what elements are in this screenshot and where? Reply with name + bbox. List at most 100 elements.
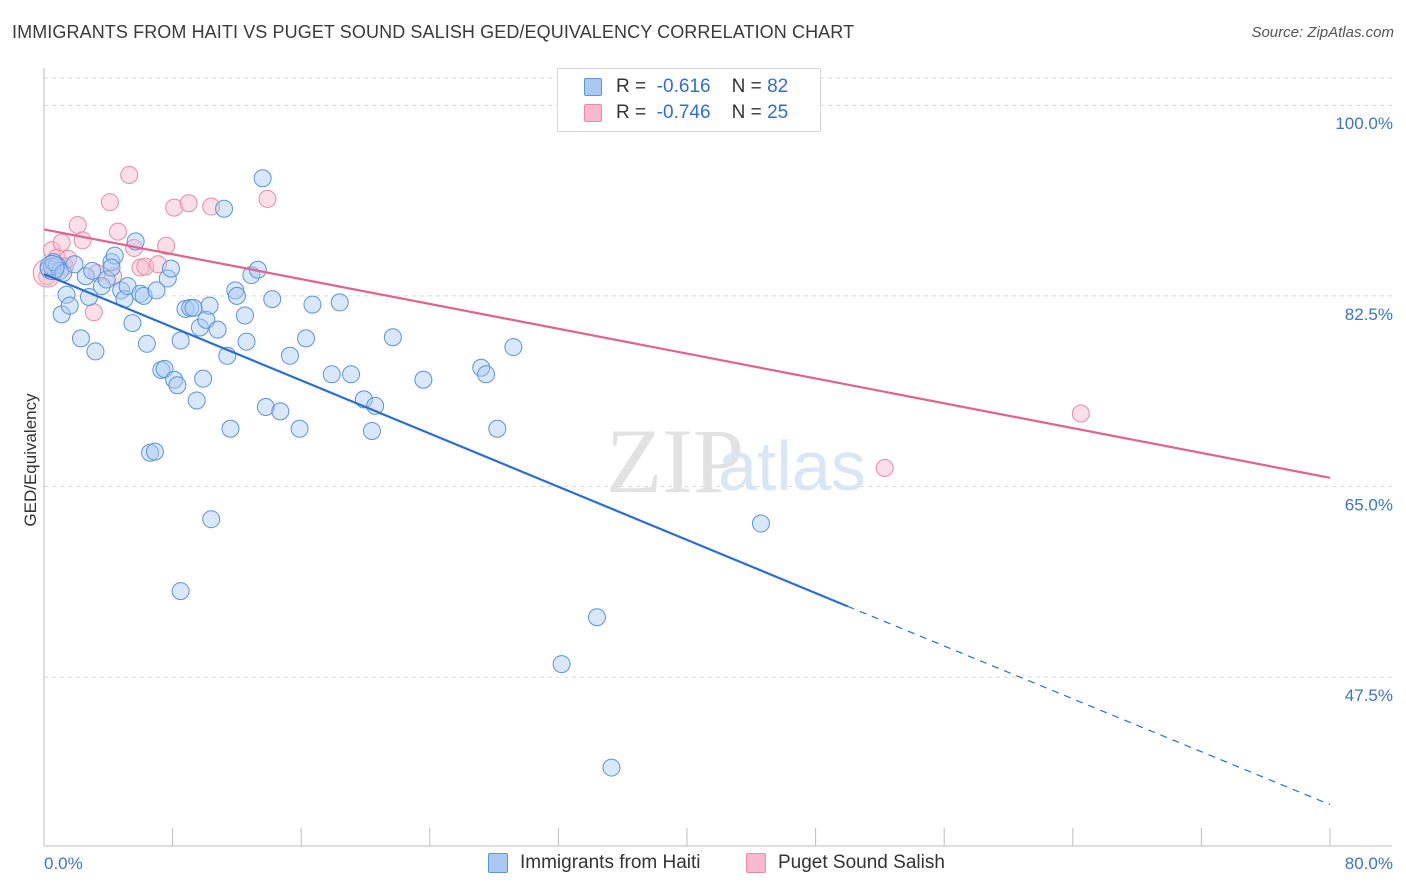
data-point-haiti — [184, 298, 203, 317]
data-point-salish — [165, 198, 184, 217]
data-point-haiti — [504, 338, 523, 357]
data-point-haiti — [602, 758, 621, 777]
data-point-haiti — [123, 314, 142, 333]
data-point-haiti — [147, 281, 166, 300]
data-point-haiti — [86, 342, 105, 361]
data-point-haiti — [158, 269, 177, 288]
data-point-salish — [52, 233, 71, 252]
data-point-haiti — [751, 514, 770, 533]
data-point-haiti — [297, 329, 316, 348]
data-point-haiti — [271, 402, 290, 421]
data-point-haiti — [280, 346, 299, 365]
axis-labels: 47.5% 65.0% 82.5% 100.0% 0.0% 80.0% — [44, 114, 1393, 873]
data-point-salish — [108, 222, 127, 241]
data-point-haiti — [171, 331, 190, 350]
data-point-haiti — [552, 655, 571, 674]
data-point-haiti — [303, 295, 322, 314]
legend-row-salish: R = -0.746 N = 25 — [584, 101, 788, 125]
data-point-salish — [73, 231, 92, 250]
data-point-haiti — [221, 419, 240, 438]
data-point-salish — [1071, 404, 1090, 423]
data-point-haiti — [342, 365, 361, 384]
data-point-haiti — [383, 328, 402, 347]
bottom-legend-swatch-salish — [746, 853, 766, 873]
data-point-haiti — [215, 199, 234, 218]
bottom-legend-label-salish: Puget Sound Salish — [778, 852, 945, 873]
data-point-salish — [258, 189, 277, 208]
data-point-salish — [120, 165, 139, 184]
axes — [43, 68, 1392, 847]
data-point-salish — [68, 216, 87, 235]
trend-line-salish — [43, 228, 1331, 479]
data-point-haiti — [587, 608, 606, 627]
series-immigrants-from-haiti — [39, 169, 770, 777]
data-point-haiti — [194, 369, 213, 388]
y-tick-label: 82.5% — [1345, 305, 1393, 324]
data-point-haiti — [190, 318, 209, 337]
data-point-haiti-cluster — [39, 255, 65, 281]
y-tick-label: 65.0% — [1345, 496, 1393, 515]
data-point-haiti — [263, 290, 282, 309]
data-point-haiti — [330, 293, 349, 312]
data-point-haiti — [414, 370, 433, 389]
data-point-haiti — [102, 258, 121, 277]
bottom-legend-salish: Puget Sound Salish — [746, 852, 945, 874]
bottom-legend-label-haiti: Immigrants from Haiti — [520, 852, 701, 873]
legend-n-label: N = — [731, 76, 762, 97]
data-point-haiti — [488, 419, 507, 438]
data-point-haiti — [171, 582, 190, 601]
legend-swatch-salish — [584, 104, 602, 122]
legend-n-value: 25 — [767, 102, 789, 123]
data-point-haiti — [256, 397, 275, 416]
legend-swatch-haiti — [584, 78, 602, 96]
data-point-haiti — [227, 286, 246, 305]
y-tick-label: 100.0% — [1335, 114, 1393, 133]
data-point-haiti — [235, 306, 254, 325]
legend-r-value: -0.616 — [656, 76, 711, 97]
trend-line-haiti — [43, 273, 849, 608]
gridlines — [44, 77, 1392, 678]
data-point-haiti — [208, 320, 227, 339]
legend-r-value: -0.746 — [656, 102, 711, 123]
data-point-haiti — [83, 261, 102, 280]
data-point-haiti — [237, 332, 256, 351]
trend-lines — [43, 228, 1331, 806]
data-point-haiti — [97, 270, 116, 289]
data-point-haiti — [168, 376, 187, 395]
stats-legend: R = -0.616 N = 82 R = -0.746 N = 25 — [557, 68, 821, 132]
data-point-haiti — [145, 442, 164, 461]
data-point-haiti — [105, 246, 124, 265]
data-point-salish — [179, 194, 198, 213]
data-point-haiti — [187, 391, 206, 410]
data-point-salish — [100, 193, 119, 212]
y-axis-label: GED/Equivalency — [21, 393, 40, 527]
data-point-salish — [875, 458, 894, 477]
bottom-legend-swatch-haiti — [488, 853, 508, 873]
legend-n-value: 82 — [767, 76, 789, 97]
trend-line-haiti-extrapolated — [847, 605, 1331, 806]
y-tick-label: 47.5% — [1345, 686, 1393, 705]
data-point-haiti — [200, 296, 219, 315]
data-point-salish — [157, 236, 176, 255]
data-point-haiti — [60, 296, 79, 315]
data-point-haiti — [165, 370, 184, 389]
data-point-haiti — [290, 419, 309, 438]
data-point-haiti — [57, 285, 76, 304]
x-tick-label: 80.0% — [1345, 854, 1393, 873]
legend-r-label: R = — [616, 102, 647, 123]
data-point-salish — [84, 303, 103, 322]
legend-r-label: R = — [616, 76, 647, 97]
data-point-haiti — [202, 510, 221, 529]
source-credit: Source: ZipAtlas.com — [1251, 24, 1394, 41]
x-tick-label: 0.0% — [44, 854, 83, 873]
data-point-haiti — [322, 365, 341, 384]
chart-title: IMMIGRANTS FROM HAITI VS PUGET SOUND SAL… — [12, 22, 855, 42]
watermark-atlas: atlas — [718, 427, 866, 505]
watermark-zip: ZIP — [606, 410, 744, 512]
data-point-haiti — [137, 334, 156, 353]
bottom-legend-haiti: Immigrants from Haiti — [488, 852, 701, 874]
series-puget-sound-salish — [32, 165, 1090, 477]
data-point-haiti — [161, 259, 180, 278]
legend-n-label: N = — [731, 102, 762, 123]
